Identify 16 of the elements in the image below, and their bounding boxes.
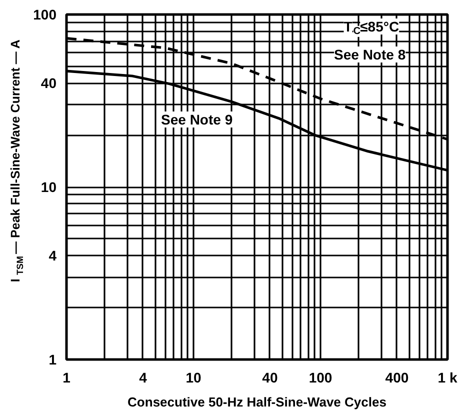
annotation: See Note 8 (334, 46, 406, 62)
x-tick-label: 400 (385, 370, 409, 386)
annotation: See Note 9 (161, 112, 233, 128)
y-tick-label: 10 (40, 179, 57, 195)
x-axis-title: Consecutive 50-Hz Half-Sine-Wave Cycles (128, 394, 386, 410)
x-tick-label: 40 (262, 370, 278, 386)
x-tick-label: 100 (308, 370, 332, 386)
x-tick-label: 1 k (438, 370, 458, 386)
y-tick-label: 1 (48, 352, 57, 368)
x-tick-label: 10 (186, 370, 202, 386)
y-tick-label: 40 (40, 75, 57, 92)
x-tick-label: 1 (62, 370, 71, 386)
x-tick-label: 4 (139, 370, 148, 386)
y-axis-title: ITSM — Peak Full-Sine-Wave Current — A (8, 40, 25, 282)
y-tick-label: 100 (33, 6, 57, 22)
y-tick-label: 4 (48, 248, 57, 264)
